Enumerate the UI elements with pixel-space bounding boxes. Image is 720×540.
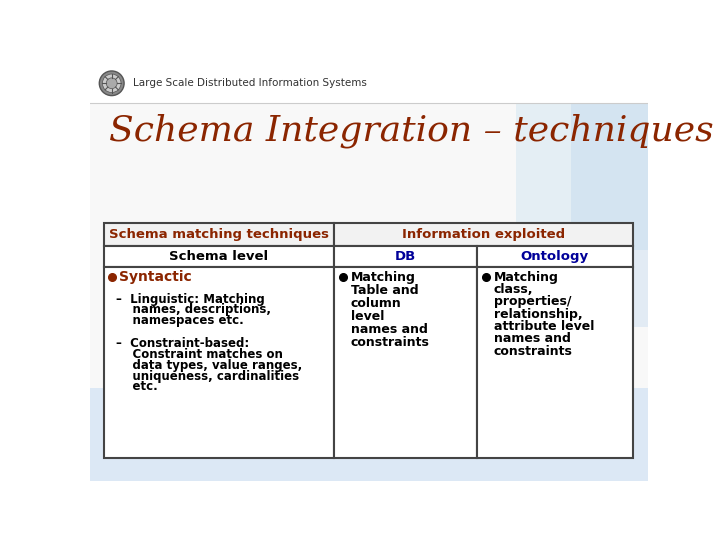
Text: Matching: Matching — [351, 271, 415, 284]
Text: namespaces etc.: namespaces etc. — [116, 314, 243, 327]
Text: uniqueness, cardinalities: uniqueness, cardinalities — [116, 370, 299, 383]
Text: Schema Integration – techniques used: Schema Integration – techniques used — [109, 113, 720, 147]
Text: properties/: properties/ — [494, 295, 571, 308]
Text: names and: names and — [494, 333, 570, 346]
Bar — [104, 246, 334, 267]
Bar — [570, 65, 648, 327]
Text: –  Constraint-based:: – Constraint-based: — [116, 338, 249, 350]
Text: Information exploited: Information exploited — [402, 228, 564, 241]
Text: Table and: Table and — [351, 284, 418, 297]
Text: Syntactic: Syntactic — [120, 271, 192, 285]
Text: constraints: constraints — [494, 345, 572, 357]
Text: attribute level: attribute level — [494, 320, 594, 333]
Text: relationship,: relationship, — [494, 308, 582, 321]
Bar — [104, 267, 334, 457]
Bar — [334, 267, 477, 457]
Circle shape — [102, 74, 121, 92]
Text: Constraint matches on: Constraint matches on — [116, 348, 282, 361]
Bar — [334, 222, 632, 246]
Text: names, descriptions,: names, descriptions, — [116, 303, 271, 316]
Bar — [104, 222, 334, 246]
Text: Matching: Matching — [494, 271, 559, 284]
Circle shape — [107, 78, 117, 89]
Text: level: level — [351, 310, 384, 323]
Bar — [90, 65, 648, 103]
Bar — [334, 246, 477, 267]
Text: column: column — [351, 297, 402, 310]
Text: Schema matching techniques: Schema matching techniques — [109, 228, 329, 241]
Bar — [516, 65, 648, 249]
Text: data types, value ranges,: data types, value ranges, — [116, 359, 302, 372]
Bar — [477, 267, 632, 457]
Bar — [477, 246, 632, 267]
Text: names and: names and — [351, 323, 428, 336]
Text: –  Linguistic: Matching: – Linguistic: Matching — [116, 293, 264, 306]
Circle shape — [99, 71, 124, 96]
Text: etc.: etc. — [116, 381, 158, 394]
Text: constraints: constraints — [351, 336, 430, 349]
Text: Ontology: Ontology — [521, 249, 589, 262]
Text: Schema level: Schema level — [169, 249, 269, 262]
Text: Large Scale Distributed Information Systems: Large Scale Distributed Information Syst… — [132, 78, 366, 88]
Text: DB: DB — [395, 249, 416, 262]
Bar — [90, 388, 648, 481]
Text: class,: class, — [494, 283, 533, 296]
